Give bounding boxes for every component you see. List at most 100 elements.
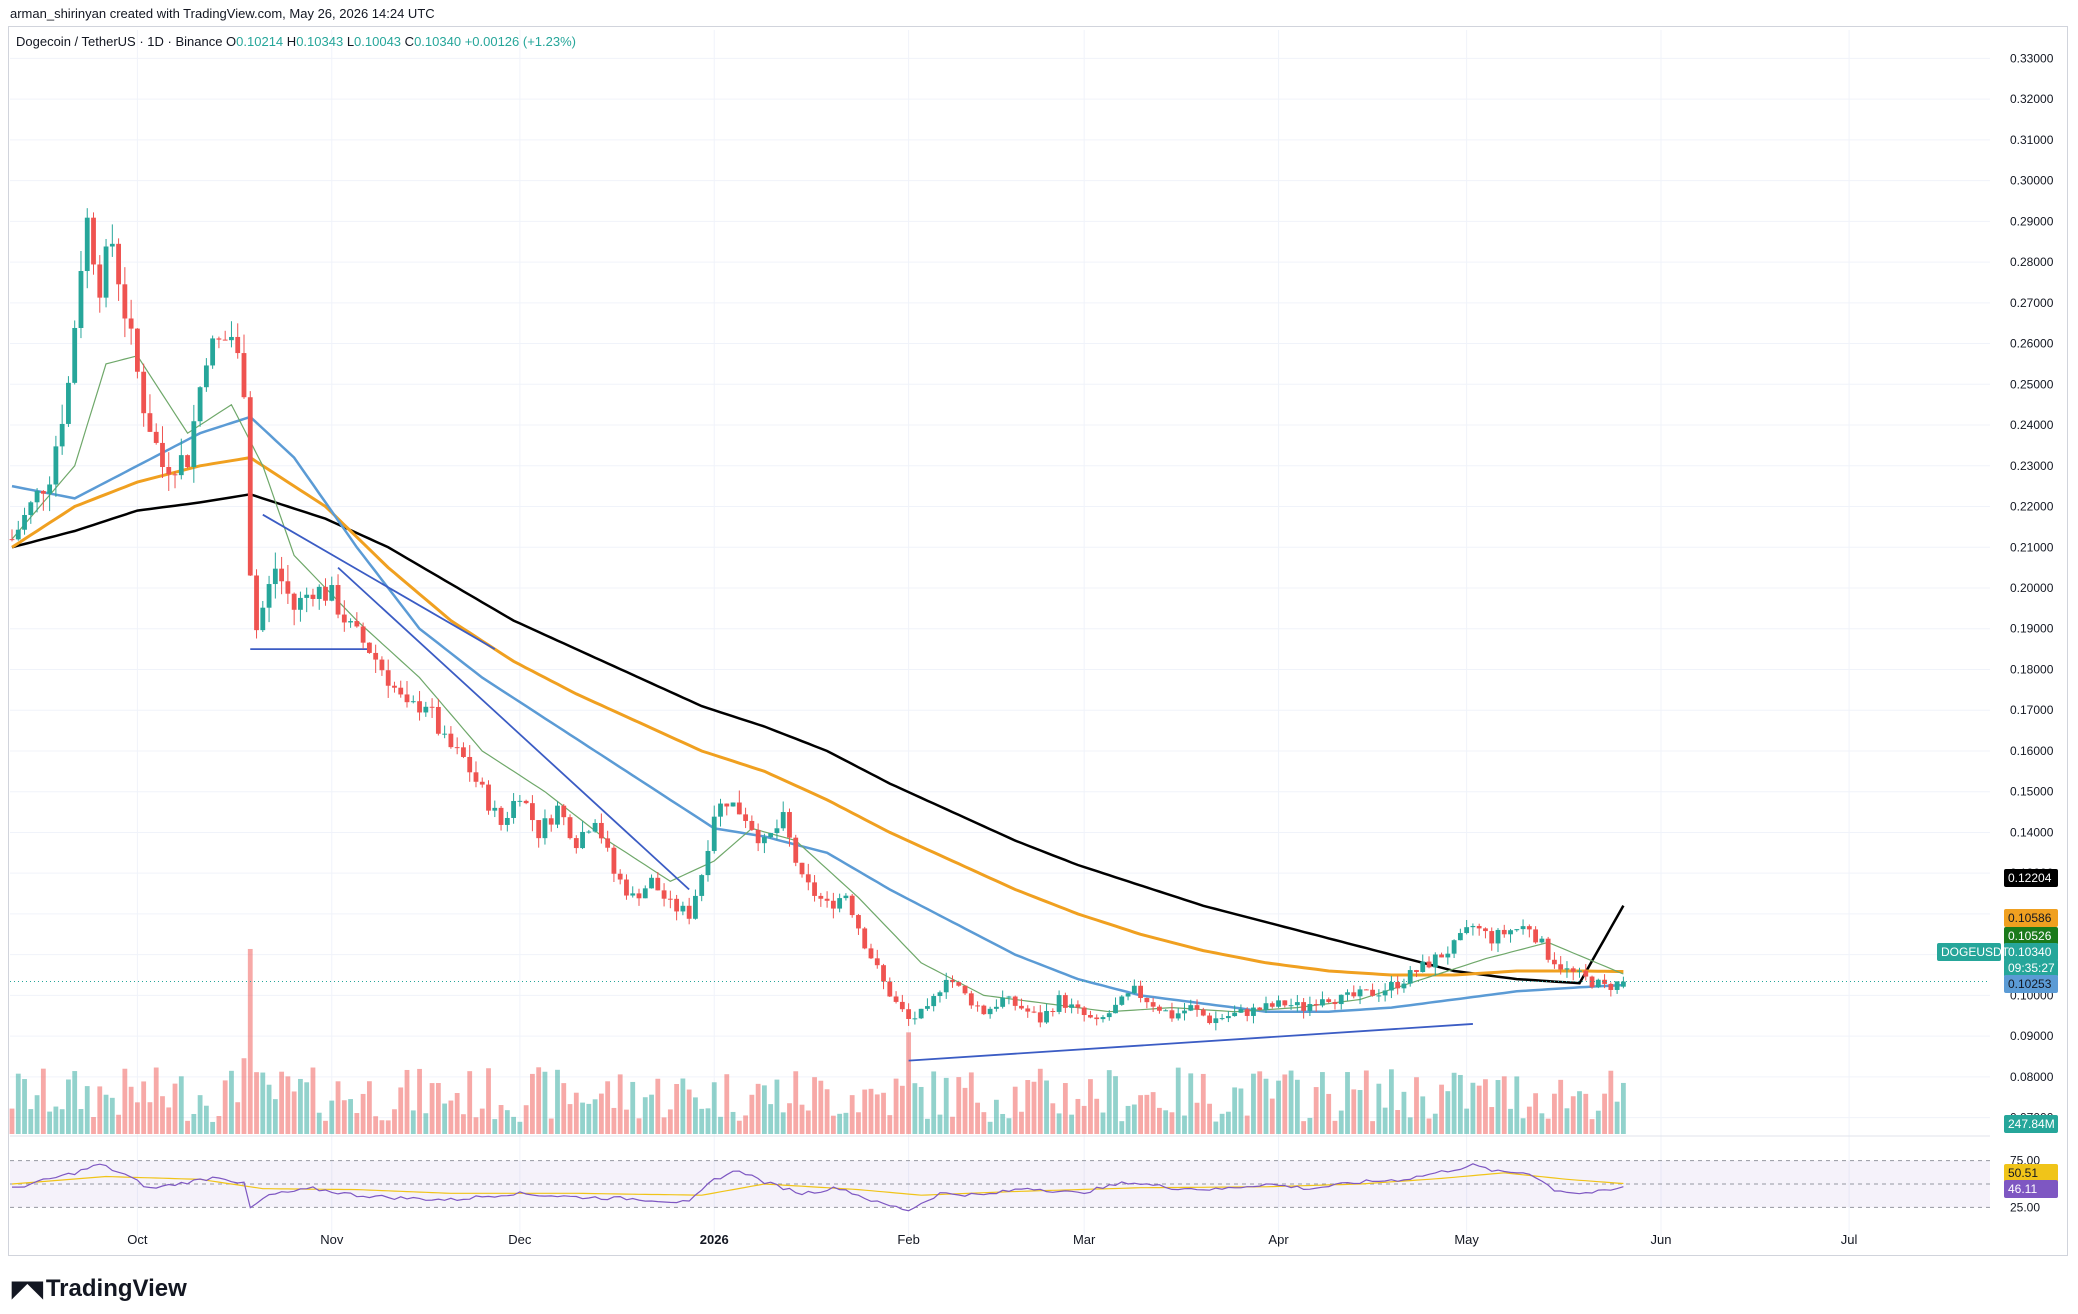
volume-bar: [1125, 1105, 1131, 1134]
tradingview-logo[interactable]: ◤◥ TradingView: [12, 1275, 187, 1303]
volume-bar: [185, 1120, 190, 1134]
candle-body: [1207, 1015, 1212, 1024]
volume-bar: [473, 1117, 479, 1134]
candle-body: [661, 890, 667, 899]
volume-bar: [1037, 1068, 1043, 1134]
volume-bar: [511, 1116, 516, 1134]
volume-bar: [216, 1116, 222, 1134]
volume-bar: [598, 1093, 604, 1134]
candle-body: [837, 898, 843, 909]
volume-bar: [818, 1080, 824, 1134]
candle-body: [749, 820, 755, 830]
volume-bar: [812, 1077, 817, 1134]
volume-bar: [1207, 1103, 1212, 1134]
volume-bar: [385, 1120, 391, 1134]
candle-body: [1533, 929, 1539, 943]
volume-bar: [1420, 1096, 1426, 1134]
time-tick-label: May: [1454, 1232, 1479, 1247]
candle-body: [711, 816, 717, 851]
volume-bar: [1012, 1086, 1018, 1134]
volume-bar: [561, 1083, 567, 1134]
high-value: 0.10343: [296, 34, 344, 49]
candle-body: [1489, 931, 1495, 944]
ma-line-long: [11, 493, 1625, 985]
candle-body: [523, 800, 529, 804]
volume-bar: [1451, 1072, 1457, 1134]
volume-bar: [642, 1097, 648, 1134]
candle-body: [517, 800, 523, 802]
volume-bar: [34, 1095, 40, 1134]
candle-body: [9, 539, 15, 541]
volume-bar: [893, 1078, 899, 1134]
volume-bar: [1088, 1079, 1093, 1134]
candle-body: [630, 893, 636, 896]
volume-bar: [410, 1110, 416, 1134]
price-tick-label: 0.26000: [2010, 337, 2054, 351]
candle-body: [925, 1006, 930, 1009]
candle-body: [1432, 954, 1438, 968]
volume-bar: [1508, 1108, 1513, 1134]
volume-bar: [492, 1119, 498, 1134]
candle-body: [1501, 929, 1507, 935]
candle-body: [1338, 994, 1344, 1005]
volume-bar: [1558, 1079, 1564, 1134]
time-tick-label: Jul: [1841, 1232, 1858, 1247]
volume-bar: [1614, 1101, 1620, 1134]
volume-bar: [109, 1097, 115, 1134]
last-price-tag-bg: [2004, 943, 2058, 961]
volume-bar: [755, 1083, 761, 1134]
volume-bar: [1608, 1070, 1614, 1134]
candle-body: [429, 706, 435, 708]
candle-body: [705, 850, 711, 876]
candle-body: [887, 981, 893, 997]
price-tick-label: 0.14000: [2010, 825, 2054, 839]
candle-body: [1451, 940, 1457, 954]
candle-body: [316, 586, 322, 599]
candle-body: [1200, 1009, 1206, 1016]
candle-body: [435, 706, 441, 734]
candle-body: [128, 318, 134, 329]
volume-bar: [586, 1103, 592, 1134]
candle-body: [1037, 1012, 1043, 1023]
candle-body: [1294, 1002, 1300, 1006]
volume-bar: [354, 1113, 360, 1134]
volume-bar: [304, 1082, 310, 1134]
candle-body: [272, 568, 278, 585]
volume-bar: [931, 1071, 937, 1134]
volume-bar: [1577, 1091, 1582, 1134]
volume-bar: [542, 1071, 548, 1134]
candle-body: [1545, 938, 1551, 960]
volume-bar: [210, 1121, 216, 1134]
volume-bar: [1269, 1098, 1275, 1134]
volume-bar: [197, 1095, 203, 1134]
volume-bar: [28, 1109, 34, 1134]
chart-frame[interactable]: [8, 26, 2068, 1256]
candle-body: [993, 1006, 999, 1009]
volume-bar: [348, 1099, 353, 1134]
volume-bar: [461, 1114, 466, 1134]
close-value: 0.10340: [414, 34, 462, 49]
volume-bar: [617, 1074, 623, 1134]
volume-bar: [72, 1071, 78, 1134]
volume-bar: [1363, 1070, 1369, 1134]
volume-bar: [805, 1110, 811, 1134]
volume-bar: [1025, 1080, 1031, 1134]
candle-body: [1050, 1010, 1056, 1012]
price-tick-label: 0.23000: [2010, 459, 2054, 473]
candle-body: [1088, 1015, 1093, 1018]
volume-bar: [649, 1094, 654, 1134]
low-value: 0.10043: [354, 34, 402, 49]
candle-body: [1169, 1010, 1175, 1019]
volume-bar: [241, 1058, 247, 1134]
volume-bar: [1106, 1070, 1112, 1134]
volume-bar: [1175, 1067, 1181, 1134]
candle-body: [1439, 954, 1444, 958]
volume-bar: [830, 1115, 836, 1134]
volume-bar: [373, 1116, 379, 1134]
volume-bar: [736, 1120, 742, 1134]
volume-bar: [768, 1104, 774, 1134]
volume-bar: [799, 1104, 805, 1134]
candle-body: [373, 652, 379, 660]
candle-body: [160, 442, 165, 468]
